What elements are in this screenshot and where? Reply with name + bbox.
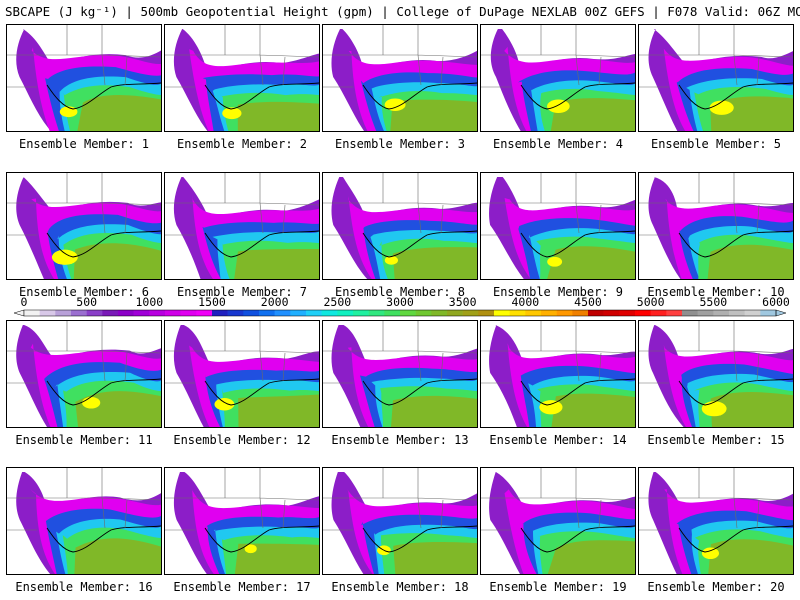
- ensemble-member-map: [6, 467, 162, 575]
- ensemble-member-label: Ensemble Member: 2: [176, 137, 308, 151]
- ensemble-member-label: Ensemble Member: 1: [18, 137, 150, 151]
- ensemble-member-label: Ensemble Member: 17: [173, 580, 311, 594]
- sbcape-field: [323, 468, 477, 574]
- ensemble-member-label: Ensemble Member: 8: [334, 285, 466, 299]
- ensemble-member-label: Ensemble Member: 5: [650, 137, 782, 151]
- sbcape-field: [323, 321, 477, 427]
- ensemble-member-map: [164, 467, 320, 575]
- ensemble-member-label: Ensemble Member: 16: [15, 580, 153, 594]
- ensemble-member-map: [322, 24, 478, 132]
- sbcape-field: [165, 25, 319, 131]
- ensemble-member-map: [480, 467, 636, 575]
- ensemble-member-map: [322, 467, 478, 575]
- sbcape-field: [165, 321, 319, 427]
- colorbar-tick-label: 2000: [260, 295, 289, 309]
- sbcape-field: [7, 321, 161, 427]
- ensemble-member-label: Ensemble Member: 9: [492, 285, 624, 299]
- chart-title: SBCAPE (J kg⁻¹) | 500mb Geopotential Hei…: [5, 4, 800, 19]
- colorbar-tick-label: 0: [20, 295, 28, 309]
- sbcape-field: [639, 321, 793, 427]
- ensemble-member-map: [638, 24, 794, 132]
- colorbar-tick-label: 1500: [198, 295, 226, 309]
- ensemble-member-map: [164, 172, 320, 280]
- sbcape-field: [639, 173, 793, 279]
- colorbar-tick-label: 3500: [448, 295, 477, 309]
- ensemble-member-label: Ensemble Member: 6: [18, 285, 150, 299]
- sbcape-field: [323, 173, 477, 279]
- ensemble-member-label: Ensemble Member: 13: [331, 433, 469, 447]
- ensemble-member-map: [322, 172, 478, 280]
- ensemble-member-label: Ensemble Member: 11: [15, 433, 153, 447]
- ensemble-member-label: Ensemble Member: 14: [489, 433, 627, 447]
- ensemble-member-map: [164, 320, 320, 428]
- sbcape-field: [481, 321, 635, 427]
- ensemble-member-map: [322, 320, 478, 428]
- colorbar-tick-label: 5000: [636, 295, 665, 309]
- colorbar-tick-label: 4500: [574, 295, 602, 309]
- sbcape-field: [7, 468, 161, 574]
- colorbar-tick-label: 4000: [511, 295, 540, 309]
- ensemble-member-map: [6, 24, 162, 132]
- colorbar-tick-label: 5500: [699, 295, 728, 309]
- ensemble-member-map: [638, 467, 794, 575]
- ensemble-member-label: Ensemble Member: 18: [331, 580, 469, 594]
- sbcape-field: [639, 468, 793, 574]
- ensemble-member-map: [6, 320, 162, 428]
- ensemble-member-label: Ensemble Member: 3: [334, 137, 466, 151]
- sbcape-colorbar: [13, 309, 787, 317]
- sbcape-field: [165, 468, 319, 574]
- sbcape-field: [7, 25, 161, 131]
- ensemble-member-label: Ensemble Member: 20: [647, 580, 785, 594]
- sbcape-field: [165, 173, 319, 279]
- sbcape-field: [639, 25, 793, 131]
- colorbar-tick-label: 500: [76, 295, 98, 309]
- ensemble-member-map: [638, 320, 794, 428]
- sbcape-field: [481, 173, 635, 279]
- colorbar-tick-label: 6000: [762, 295, 790, 309]
- colorbar-tick-label: 1000: [135, 295, 164, 309]
- ensemble-member-map: [164, 24, 320, 132]
- ensemble-member-map: [638, 172, 794, 280]
- ensemble-member-label: Ensemble Member: 19: [489, 580, 627, 594]
- colorbar-tick-label: 2500: [323, 295, 352, 309]
- sbcape-field: [7, 173, 161, 279]
- sbcape-field: [481, 468, 635, 574]
- ensemble-member-label: Ensemble Member: 4: [492, 137, 624, 151]
- sbcape-field: [323, 25, 477, 131]
- ensemble-member-label: Ensemble Member: 15: [647, 433, 785, 447]
- sbcape-field: [481, 25, 635, 131]
- ensemble-member-label: Ensemble Member: 12: [173, 433, 311, 447]
- ensemble-member-map: [6, 172, 162, 280]
- ensemble-member-map: [480, 172, 636, 280]
- colorbar-tick-label: 3000: [386, 295, 414, 309]
- ensemble-member-label: Ensemble Member: 7: [176, 285, 308, 299]
- ensemble-member-map: [480, 320, 636, 428]
- ensemble-member-label: Ensemble Member: 10: [647, 285, 785, 299]
- ensemble-member-map: [480, 24, 636, 132]
